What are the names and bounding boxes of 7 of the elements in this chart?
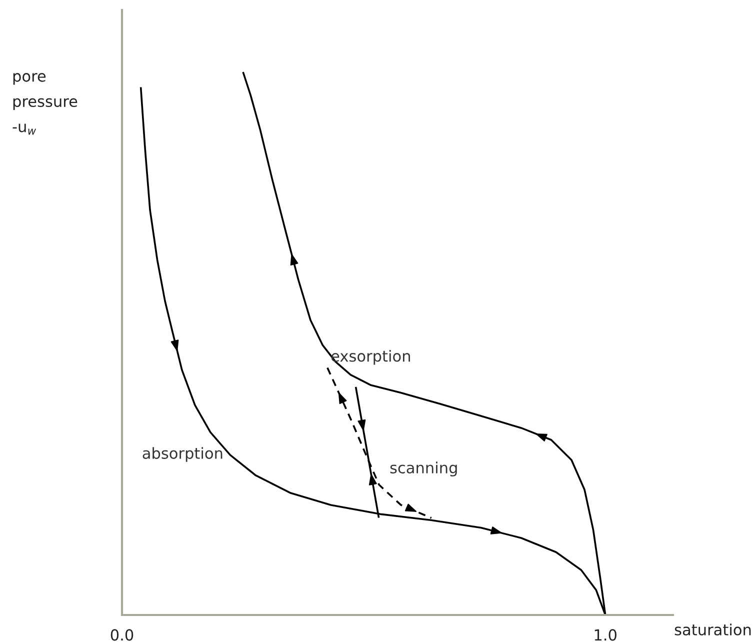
x-tick-label: 1.0 <box>594 629 616 641</box>
series-label: absorption <box>142 447 222 462</box>
legend-label: scanning <box>390 462 457 476</box>
series-label: exsorption <box>331 350 410 365</box>
x-axis-title: saturation <box>674 624 751 636</box>
x-tick-label: 0.0 <box>110 629 134 641</box>
y-axis-title: pore pressure -u$_{w}$ <box>12 73 78 135</box>
